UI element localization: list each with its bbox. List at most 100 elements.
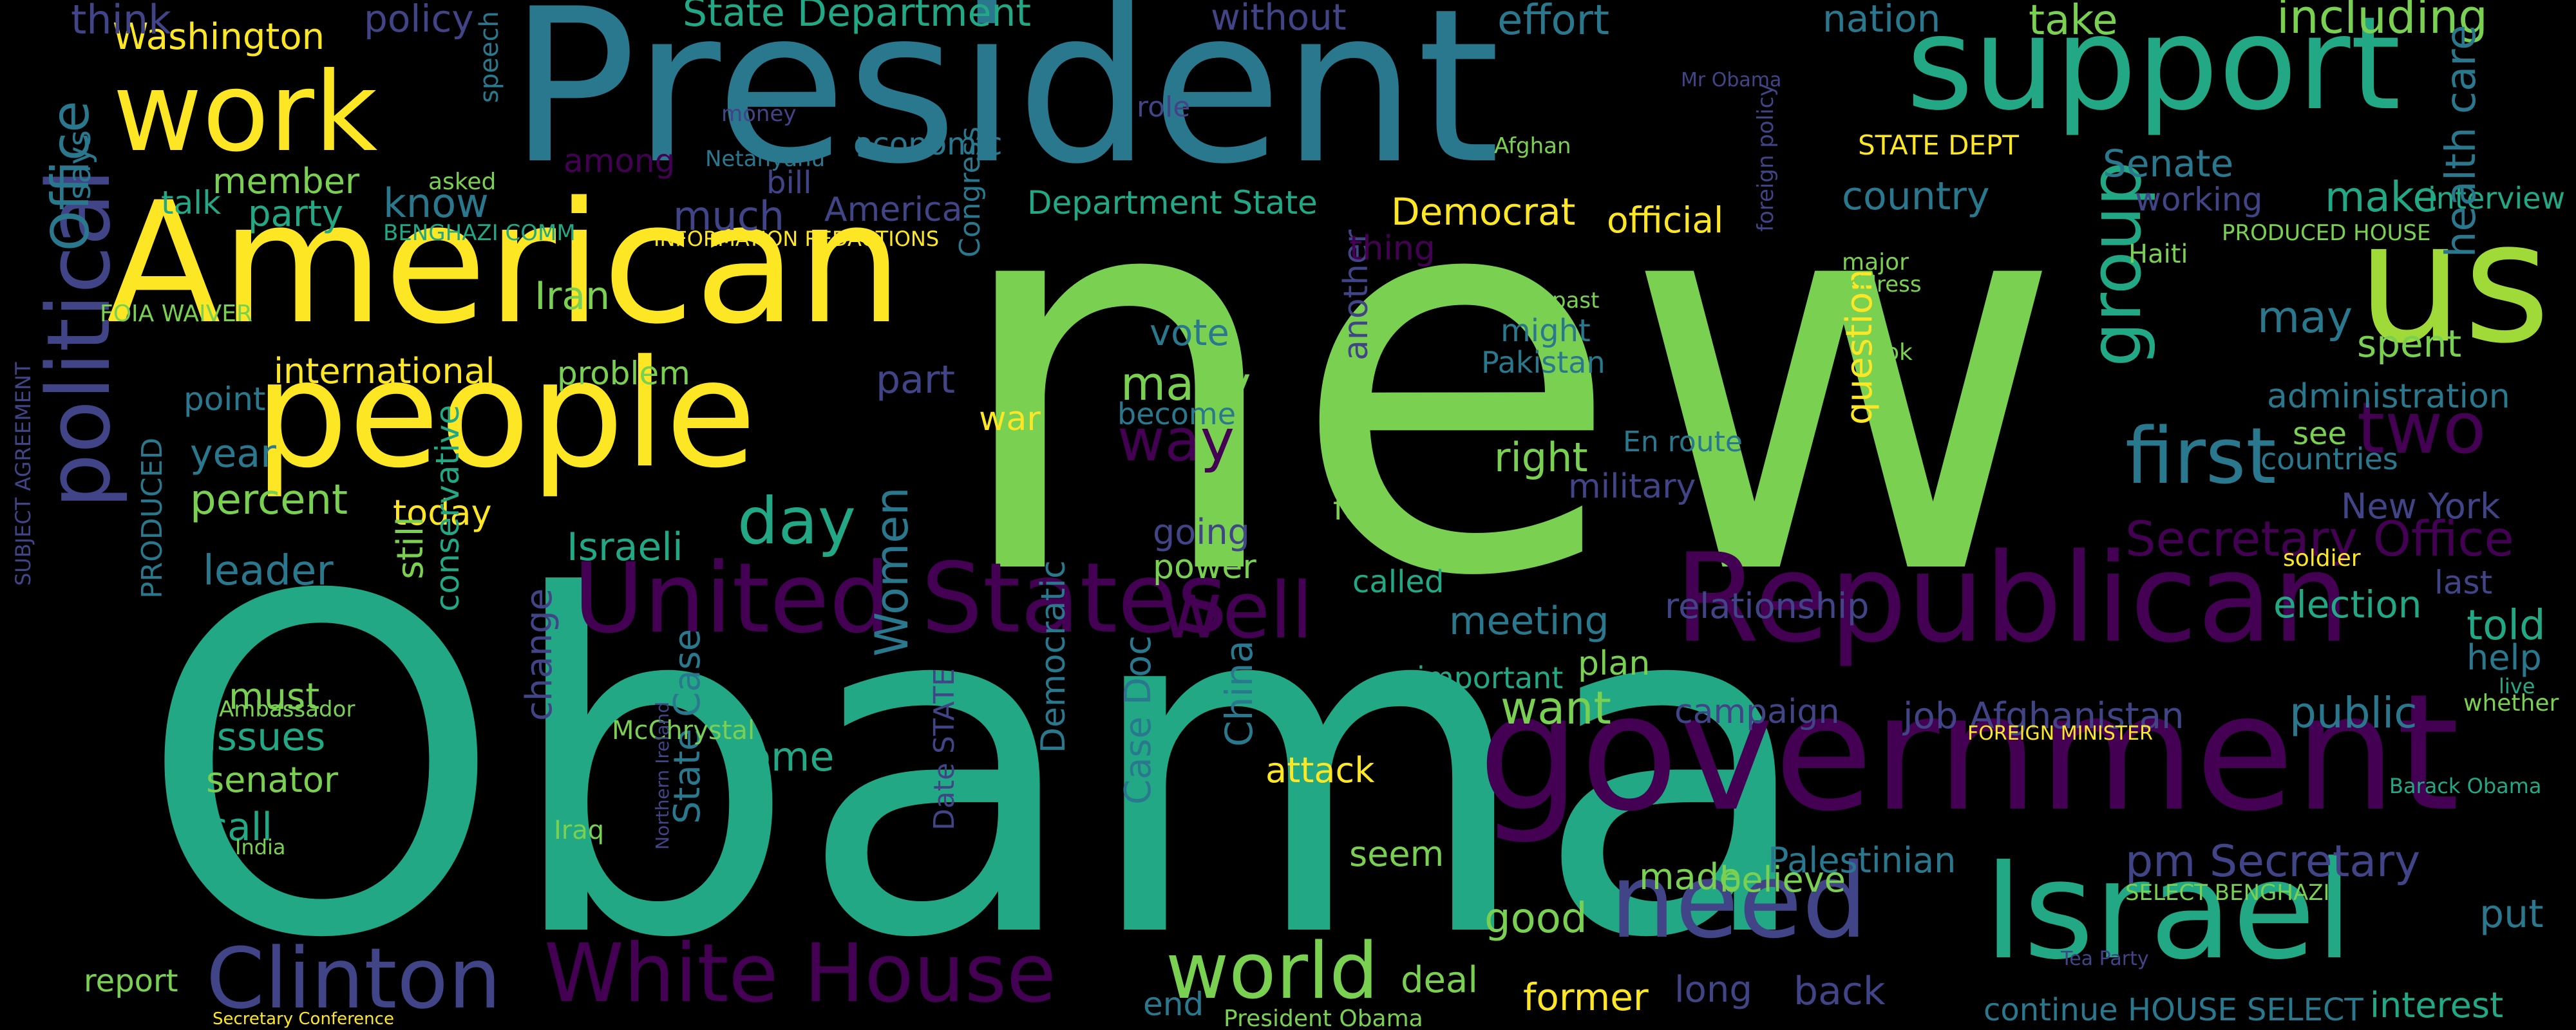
word-see: see xyxy=(2293,416,2347,452)
word-democrat: Democrat xyxy=(1391,190,1576,234)
word-china: China xyxy=(1217,640,1261,747)
word-back: back xyxy=(1794,969,1886,1014)
word-people: people xyxy=(254,329,757,501)
word-case-doc: Case Doc xyxy=(1117,635,1159,805)
word-important: important xyxy=(1417,660,1564,695)
word-look: look xyxy=(1864,339,1913,366)
word-long: long xyxy=(1674,969,1752,1011)
word-barack-obama: Barack Obama xyxy=(2389,774,2542,798)
word-mr-obama: Mr Obama xyxy=(1681,69,1782,91)
word-tea-party: Tea Party xyxy=(2061,948,2149,970)
word-iran: Iran xyxy=(535,274,611,319)
word-come: come xyxy=(724,733,835,780)
word-today: today xyxy=(393,492,492,533)
word-president-obama: President Obama xyxy=(1224,1006,1423,1030)
word-point: point xyxy=(184,380,266,418)
word-think: think xyxy=(71,0,172,43)
word-attack: attack xyxy=(1265,750,1375,791)
word-speech: speech xyxy=(475,11,504,103)
word-foia-waiver: FOIA WAIVER xyxy=(100,301,252,327)
word-america: America xyxy=(824,191,963,229)
word-many: many xyxy=(1121,357,1251,411)
word-haiti: Haiti xyxy=(2128,239,2188,269)
word-seem: seem xyxy=(1349,834,1444,874)
word-continue-house-select: continue HOUSE SELECT xyxy=(1984,992,2363,1028)
word-might: might xyxy=(1501,313,1591,349)
word-good: good xyxy=(1484,895,1587,942)
word-problem: problem xyxy=(557,355,690,392)
word-make: make xyxy=(2325,174,2438,221)
word-democratic: Democratic xyxy=(1034,560,1073,753)
word-select-benghazi: SELECT BENGHAZI xyxy=(2125,880,2330,906)
word-produced-house: PRODUCED HOUSE xyxy=(2222,220,2431,246)
word-percent: percent xyxy=(190,476,348,524)
word-end: end xyxy=(1143,986,1204,1023)
word-says: says xyxy=(62,130,98,200)
word-change: change xyxy=(518,588,560,721)
word-pakistan: Pakistan xyxy=(1481,345,1605,380)
word-member: member xyxy=(213,161,360,201)
word-nation: nation xyxy=(1823,0,1941,41)
word-interest: interest xyxy=(2370,985,2504,1025)
word-department-state: Department State xyxy=(1027,184,1318,221)
word-relationship: relationship xyxy=(1665,586,1870,626)
word-asked: asked xyxy=(428,169,497,195)
word-clinton: Clinton xyxy=(206,930,502,1027)
word-pm-secretary: pm Secretary xyxy=(2125,836,2421,887)
word-deal: deal xyxy=(1401,959,1478,1001)
word-secretary-office: Secretary Office xyxy=(2125,510,2514,567)
word-foreign-minister: FOREIGN MINISTER xyxy=(1967,722,2153,745)
word-leader: leader xyxy=(203,547,334,595)
word-take: take xyxy=(2029,0,2118,44)
word-northern-ireland: Northern Ireland xyxy=(652,701,673,850)
word-war: war xyxy=(979,400,1041,438)
word-economic: economic xyxy=(853,126,1003,162)
word-state-department: State Department xyxy=(683,0,1031,35)
word-soldier: soldier xyxy=(2283,545,2361,572)
word-much: much xyxy=(673,192,785,239)
word-working: working xyxy=(2135,181,2263,218)
word-white-house: White House xyxy=(544,927,1056,1020)
word-last: last xyxy=(2434,564,2493,601)
word-netanyahu: Netanyahu xyxy=(705,146,826,172)
word-support: support xyxy=(1906,0,2401,139)
word-must: must xyxy=(229,676,320,718)
word-palestinian: Palestinian xyxy=(1768,840,1956,881)
word-thing: thing xyxy=(1349,229,1435,268)
word-women: Women xyxy=(866,487,918,657)
word-mcchrystal: McChrystal xyxy=(612,716,755,745)
word-military: military xyxy=(1568,467,1696,506)
word-believe: believe xyxy=(1719,859,1846,900)
word-spent: spent xyxy=(2357,322,2462,366)
word-called: called xyxy=(1352,564,1444,600)
word-well: well xyxy=(1159,566,1313,656)
word-first: first xyxy=(2125,412,2277,501)
word-told: told xyxy=(2467,602,2546,650)
word-country: country xyxy=(1842,174,1990,219)
word-new: new xyxy=(947,65,2065,695)
word-job-afghanistan: job Afghanistan xyxy=(1903,695,2184,737)
word-en-route: En route xyxy=(1623,426,1743,458)
word-public: public xyxy=(2289,688,2418,738)
word-without: without xyxy=(1211,0,1347,39)
word-policy: policy xyxy=(364,0,474,41)
word-power: power xyxy=(1153,548,1256,586)
word-among: among xyxy=(564,142,676,180)
word-foreign-policy: foreign policy xyxy=(1753,83,1779,232)
word-may: may xyxy=(2257,292,2353,343)
word-including: including xyxy=(2277,0,2488,44)
word-bill: bill xyxy=(766,165,812,201)
word-become: become xyxy=(1117,397,1236,431)
word-washington: Washington xyxy=(113,16,325,58)
word-talk: talk xyxy=(161,184,222,221)
word-work: work xyxy=(113,49,378,176)
word-benghazi-comm: BENGHAZI COMM xyxy=(383,220,576,246)
word-two: two xyxy=(2357,387,2486,469)
word-plan: plan xyxy=(1578,644,1651,683)
word-date-state: Date STATE xyxy=(928,668,961,830)
word-secretary-conference: Secretary Conference xyxy=(213,1009,394,1029)
word-need: need xyxy=(1610,841,1868,961)
word-whether: whether xyxy=(2463,690,2559,716)
word-government: government xyxy=(1478,659,2460,847)
